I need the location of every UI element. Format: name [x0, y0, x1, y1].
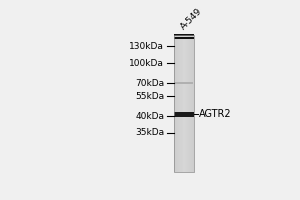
Bar [187, 35, 188, 172]
Bar [188, 35, 189, 172]
Text: AGTR2: AGTR2 [199, 109, 231, 119]
Text: 100kDa: 100kDa [129, 59, 164, 68]
Bar [191, 35, 192, 172]
Text: 40kDa: 40kDa [135, 112, 164, 121]
Bar [183, 35, 184, 172]
Bar [173, 35, 174, 172]
Bar [177, 35, 178, 172]
Bar [192, 35, 193, 172]
Bar [186, 35, 187, 172]
Bar [193, 35, 194, 172]
Bar [174, 112, 194, 117]
Bar [176, 35, 177, 172]
Bar [173, 35, 194, 172]
Text: 55kDa: 55kDa [135, 92, 164, 101]
Text: A-549: A-549 [179, 6, 204, 31]
Bar [174, 35, 175, 172]
Bar [181, 35, 182, 172]
Bar [173, 37, 194, 39]
Bar [190, 35, 191, 172]
Bar [179, 35, 180, 172]
Bar [185, 35, 186, 172]
Bar [178, 35, 179, 172]
Bar [182, 35, 183, 172]
Bar [173, 34, 194, 36]
Bar [184, 35, 185, 172]
Bar [180, 35, 181, 172]
Text: 35kDa: 35kDa [135, 128, 164, 137]
Text: 70kDa: 70kDa [135, 79, 164, 88]
Bar [175, 82, 193, 84]
Bar [189, 35, 190, 172]
Text: 130kDa: 130kDa [129, 42, 164, 51]
Bar [175, 35, 176, 172]
